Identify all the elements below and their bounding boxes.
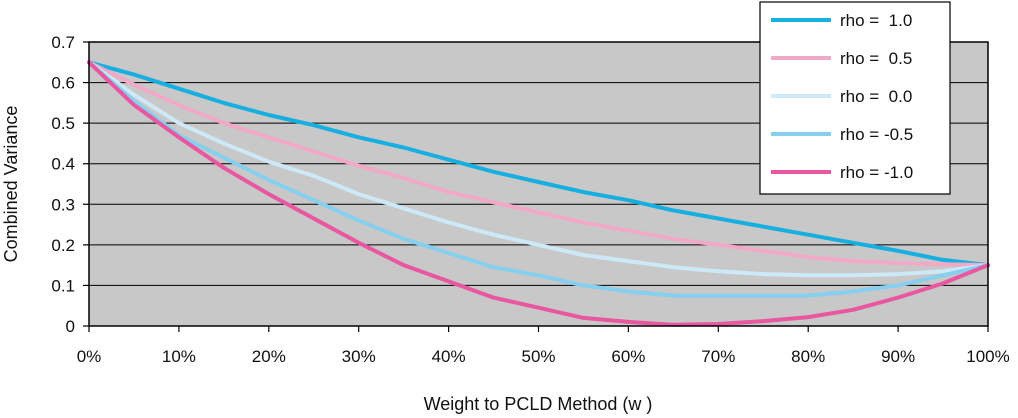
legend-label: rho = -1.0: [840, 163, 913, 182]
y-tick-label: 0.3: [51, 195, 75, 214]
series-line: [87, 60, 990, 268]
x-tick-label: 50%: [521, 347, 555, 366]
x-axis-ticks: 0% 10% 20% 30% 40% 50% 60% 70% 80% 90% 100%: [77, 326, 1010, 366]
x-tick-label: 0%: [77, 347, 102, 366]
y-axis-ticks: 0 0.1 0.2 0.3 0.4 0.5 0.6 0.7: [51, 33, 89, 336]
x-axis-title: Weight to PCLD Method (w ): [424, 394, 653, 414]
y-tick-label: 0.1: [51, 276, 75, 295]
x-tick-label: 90%: [881, 347, 915, 366]
y-tick-label: 0: [66, 317, 75, 336]
y-tick-label: 0.5: [51, 114, 75, 133]
x-tick-label: 40%: [432, 347, 466, 366]
x-tick-label: 80%: [791, 347, 825, 366]
series-line: [87, 60, 990, 298]
legend: rho = 1.0 rho = 0.5 rho = 0.0 rho = -0.5 rho…: [759, 1, 951, 195]
y-axis-title: Combined Variance: [1, 106, 21, 263]
series-line: [87, 60, 990, 327]
y-tick-label: 0.2: [51, 236, 75, 255]
x-tick-label: 20%: [252, 347, 286, 366]
y-tick-label: 0.7: [51, 33, 75, 52]
series-line: [87, 60, 990, 268]
y-tick-label: 0.6: [51, 74, 75, 93]
x-tick-label: 100%: [966, 347, 1009, 366]
x-tick-label: 10%: [162, 347, 196, 366]
legend-label: rho = 0.5: [840, 49, 912, 68]
x-tick-label: 30%: [342, 347, 376, 366]
y-tick-label: 0.4: [51, 155, 75, 174]
legend-label: rho = 0.0: [840, 87, 912, 106]
x-tick-label: 60%: [611, 347, 645, 366]
series-line: [87, 60, 990, 278]
x-tick-label: 70%: [701, 347, 735, 366]
series-lines: [87, 60, 990, 327]
legend-label: rho = -0.5: [840, 125, 913, 144]
legend-label: rho = 1.0: [840, 11, 912, 30]
